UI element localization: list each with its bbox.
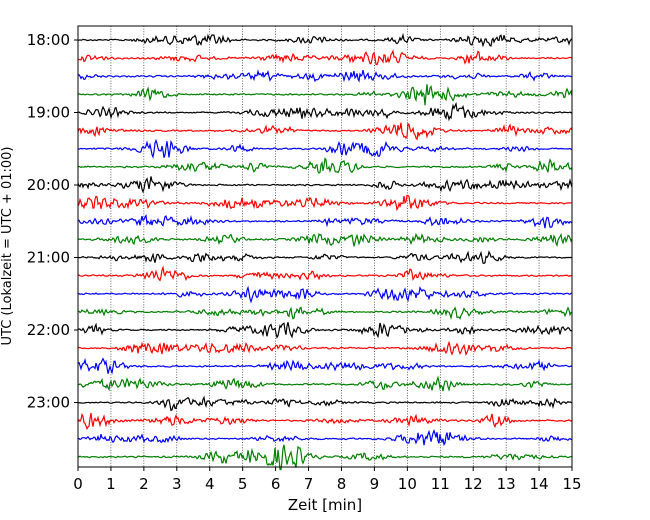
x-tick-label: 10 — [398, 475, 417, 493]
seismogram-trace — [77, 138, 573, 159]
x-tick-label: 7 — [304, 475, 314, 493]
seismogram-trace — [77, 322, 573, 339]
x-tick-label: 5 — [238, 475, 248, 493]
seismogram-trace — [77, 265, 573, 282]
seismogram-trace — [77, 69, 573, 83]
x-tick-label: 2 — [139, 475, 149, 493]
seismogram-trace — [77, 375, 573, 392]
seismogram-trace — [77, 122, 573, 141]
traces — [77, 32, 573, 471]
seismogram-trace — [77, 395, 573, 412]
x-tick-label: 3 — [172, 475, 182, 493]
x-axis-title: Zeit [min] — [288, 496, 362, 514]
seismogram-trace — [77, 157, 573, 174]
seismogram-trace — [77, 340, 573, 356]
seismogram-trace — [77, 357, 573, 375]
seismogram-trace — [77, 49, 573, 66]
seismogram-trace — [77, 84, 573, 106]
seismogram-trace — [77, 32, 573, 48]
y-axis-ticks: 18:00 19:00 20:00 21:00 22:00 23:00 — [27, 31, 78, 412]
seismogram-trace — [77, 214, 573, 229]
x-tick-label: 12 — [464, 475, 483, 493]
y-tick-label: 20:00 — [27, 176, 70, 194]
seismogram-trace — [77, 232, 573, 248]
seismogram-trace — [77, 285, 573, 304]
y-tick-label: 21:00 — [27, 249, 70, 267]
x-tick-label: 9 — [370, 475, 380, 493]
seismogram-trace — [77, 250, 573, 265]
grid-lines — [110, 26, 540, 467]
seismogram-trace — [77, 194, 573, 212]
seismogram-trace — [77, 428, 573, 447]
x-tick-label: 13 — [497, 475, 516, 493]
y-tick-label: 18:00 — [27, 31, 70, 49]
seismogram-trace — [77, 306, 573, 321]
seismogram-trace — [77, 412, 573, 430]
plot-frame — [77, 25, 573, 468]
y-tick-label: 22:00 — [27, 321, 70, 339]
seismogram-trace — [77, 444, 573, 471]
x-tick-label: 4 — [205, 475, 215, 493]
seismogram-trace — [77, 101, 573, 122]
y-tick-label: 19:00 — [27, 104, 70, 122]
x-tick-label: 14 — [530, 475, 549, 493]
x-axis-ticks: 0 1 2 3 4 5 6 7 8 9 10 11 12 13 14 15 — [73, 467, 582, 493]
x-tick-label: 15 — [562, 475, 581, 493]
x-tick-label: 6 — [271, 475, 281, 493]
y-tick-label: 23:00 — [27, 394, 70, 412]
x-tick-label: 1 — [106, 475, 116, 493]
x-tick-label: 0 — [73, 475, 83, 493]
seismogram-trace — [77, 176, 573, 194]
x-tick-label: 8 — [337, 475, 347, 493]
x-tick-label: 11 — [431, 475, 450, 493]
y-axis-title: UTC (Lokalzeit = UTC + 01:00) — [0, 147, 15, 346]
